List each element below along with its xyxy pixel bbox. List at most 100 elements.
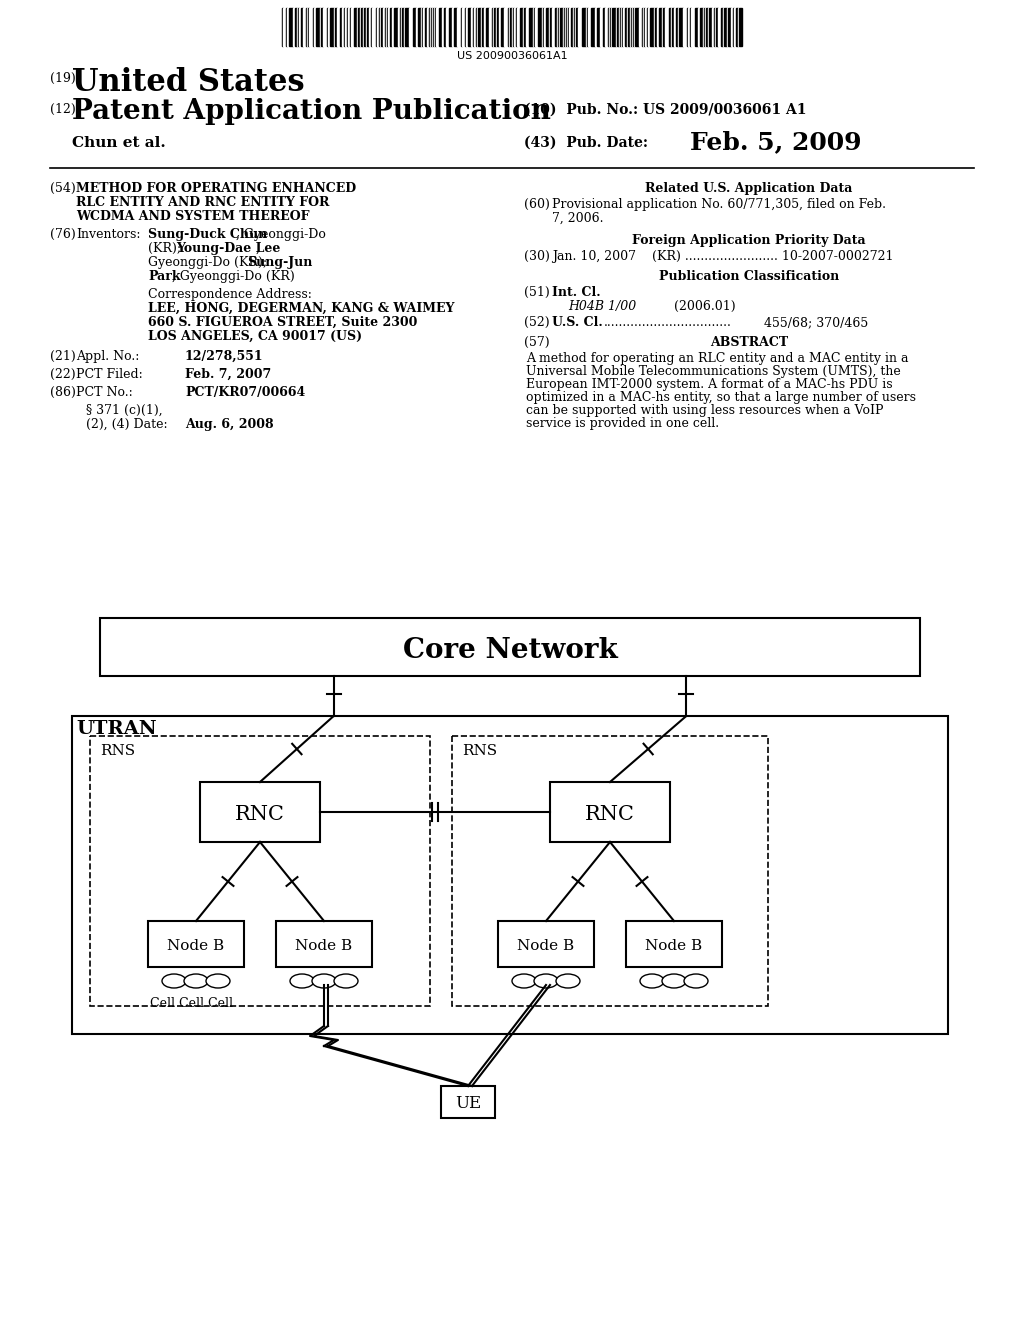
Bar — [427, 8, 429, 46]
Text: 455/68; 370/465: 455/68; 370/465 — [764, 315, 868, 329]
Bar — [691, 8, 695, 46]
Bar — [390, 8, 392, 46]
Bar — [582, 8, 586, 46]
Text: European IMT-2000 system. A format of a MAC-hs PDU is: European IMT-2000 system. A format of a … — [526, 378, 893, 391]
Text: WCDMA AND SYSTEM THEREOF: WCDMA AND SYSTEM THEREOF — [76, 210, 309, 223]
Bar — [510, 8, 512, 46]
Bar — [575, 8, 578, 46]
Bar — [309, 8, 313, 46]
Bar — [295, 8, 297, 46]
Bar — [444, 8, 446, 46]
Bar — [446, 8, 449, 46]
Bar — [361, 8, 362, 46]
Bar — [626, 921, 722, 968]
Text: Cell Cell Cell: Cell Cell Cell — [150, 997, 233, 1010]
Bar — [569, 8, 571, 46]
Bar — [676, 8, 678, 46]
Bar — [648, 8, 650, 46]
Text: Node B: Node B — [296, 939, 352, 953]
Ellipse shape — [556, 974, 580, 987]
Bar — [524, 8, 526, 46]
Bar — [605, 8, 608, 46]
Bar — [595, 8, 597, 46]
Text: Feb. 5, 2009: Feb. 5, 2009 — [690, 129, 861, 154]
Bar — [337, 8, 340, 46]
Text: 12/278,551: 12/278,551 — [185, 350, 263, 363]
Ellipse shape — [662, 974, 686, 987]
Bar — [504, 8, 508, 46]
Bar — [342, 8, 344, 46]
Bar — [591, 8, 595, 46]
Bar — [478, 8, 481, 46]
Text: UTRAN: UTRAN — [76, 719, 157, 738]
Bar — [555, 8, 557, 46]
Ellipse shape — [534, 974, 558, 987]
Bar — [418, 8, 421, 46]
Text: § 371 (c)(1),: § 371 (c)(1), — [86, 404, 163, 417]
Bar — [560, 8, 563, 46]
Bar — [354, 8, 357, 46]
Text: Related U.S. Application Data: Related U.S. Application Data — [645, 182, 853, 195]
Text: (57): (57) — [524, 337, 550, 348]
Bar — [571, 8, 573, 46]
Text: Appl. No.:: Appl. No.: — [76, 350, 139, 363]
Bar — [340, 8, 342, 46]
Ellipse shape — [206, 974, 230, 987]
Bar — [283, 8, 286, 46]
Text: Universal Mobile Telecommunications System (UMTS), the: Universal Mobile Telecommunications Syst… — [526, 366, 901, 378]
Bar — [471, 8, 473, 46]
Ellipse shape — [184, 974, 208, 987]
Text: Sung-Jun: Sung-Jun — [247, 256, 312, 269]
Bar — [498, 921, 594, 968]
Ellipse shape — [684, 974, 708, 987]
Bar — [731, 8, 733, 46]
Ellipse shape — [312, 974, 336, 987]
Bar — [663, 8, 665, 46]
Bar — [716, 8, 718, 46]
Bar — [406, 8, 409, 46]
Bar — [335, 8, 337, 46]
Text: A method for operating an RLC entity and a MAC entity in a: A method for operating an RLC entity and… — [526, 352, 908, 366]
Bar — [454, 8, 457, 46]
Bar — [351, 8, 354, 46]
Bar — [486, 8, 489, 46]
Text: Aug. 6, 2008: Aug. 6, 2008 — [185, 418, 273, 432]
Bar — [369, 8, 371, 46]
Text: (2), (4) Date:: (2), (4) Date: — [86, 418, 168, 432]
Bar — [538, 8, 542, 46]
Bar — [552, 8, 555, 46]
Bar — [628, 8, 630, 46]
Bar — [388, 8, 390, 46]
Bar — [72, 715, 948, 1034]
Bar — [314, 8, 316, 46]
Text: Node B: Node B — [168, 939, 224, 953]
Bar — [517, 8, 520, 46]
Text: can be supported with using less resources when a VoIP: can be supported with using less resourc… — [526, 404, 884, 417]
Ellipse shape — [640, 974, 664, 987]
Bar — [698, 8, 700, 46]
Bar — [289, 8, 293, 46]
Bar — [394, 8, 398, 46]
Text: Jan. 10, 2007    (KR) ........................ 10-2007-0002721: Jan. 10, 2007 (KR) .....................… — [552, 249, 894, 263]
Bar — [665, 8, 669, 46]
Bar — [600, 8, 603, 46]
Text: (22): (22) — [50, 368, 76, 381]
Bar — [499, 8, 501, 46]
Bar — [529, 8, 534, 46]
Bar — [674, 8, 676, 46]
Text: PCT No.:: PCT No.: — [76, 385, 133, 399]
Text: Node B: Node B — [517, 939, 574, 953]
Bar — [655, 8, 657, 46]
Text: (KR);: (KR); — [148, 242, 185, 255]
Bar — [323, 8, 327, 46]
Text: U.S. Cl.: U.S. Cl. — [552, 315, 603, 329]
Bar — [436, 8, 439, 46]
Bar — [348, 8, 350, 46]
Bar — [679, 8, 683, 46]
Bar — [659, 8, 662, 46]
Ellipse shape — [162, 974, 186, 987]
Bar — [301, 8, 303, 46]
Bar — [416, 8, 418, 46]
Text: (54): (54) — [50, 182, 76, 195]
Bar — [316, 8, 319, 46]
